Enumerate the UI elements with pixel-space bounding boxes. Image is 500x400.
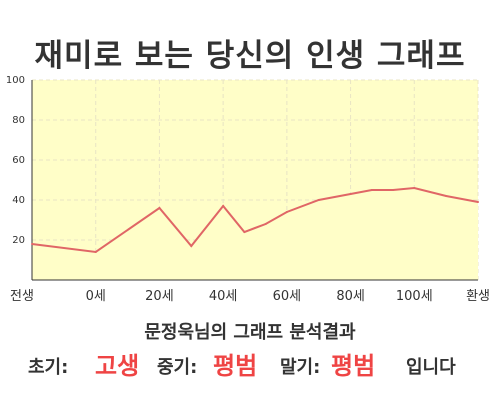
y-tick-label: 60 — [12, 155, 25, 166]
result-suffix: 입니다 — [406, 357, 456, 378]
x-tick-label: 20세 — [145, 289, 174, 304]
data-point — [158, 207, 161, 209]
y-tick-label: 100 — [6, 75, 25, 86]
late-value: 평범 — [331, 352, 376, 380]
early-label: 초기: — [28, 357, 69, 378]
mid-label: 중기: — [157, 357, 198, 378]
data-points — [31, 187, 479, 253]
x-tick-label: 100세 — [396, 289, 433, 304]
mid-value: 평범 — [213, 352, 258, 380]
data-point — [477, 201, 479, 203]
data-point — [285, 211, 288, 213]
data-point — [445, 195, 448, 197]
data-point — [413, 187, 416, 189]
x-tick-label: 0세 — [86, 289, 106, 304]
y-tick-label: 20 — [12, 235, 25, 246]
x-tick-label: 80세 — [336, 289, 365, 304]
life-graph-chart: 20 40 60 80 100 전생 0세 20세 40세 60세 80세 100세 환생 — [6, 75, 490, 304]
data-point — [94, 251, 97, 253]
early-value: 고생 — [95, 352, 140, 380]
data-point — [370, 189, 373, 191]
late-label: 말기: — [280, 357, 321, 378]
x-tick-label: 40세 — [209, 289, 238, 304]
y-tick-label: 80 — [12, 115, 25, 126]
data-point — [317, 199, 320, 201]
y-axis-ticks: 20 40 60 80 100 — [6, 75, 25, 246]
data-point — [31, 243, 33, 245]
data-point — [264, 223, 267, 225]
area-fill — [32, 188, 478, 280]
data-point — [243, 231, 246, 233]
x-tick-label: 환생 — [466, 289, 490, 304]
data-point — [392, 189, 395, 191]
data-point — [222, 205, 225, 207]
x-tick-label: 전생 — [10, 289, 34, 304]
analysis-heading: 문정욱님의 그래프 분석결과 — [144, 322, 356, 343]
x-tick-label: 60세 — [273, 289, 302, 304]
data-point — [349, 193, 352, 195]
data-point — [190, 245, 193, 247]
x-axis-ticks: 전생 0세 20세 40세 60세 80세 100세 환생 — [10, 289, 490, 304]
page-title: 재미로 보는 당신의 인생 그래프 — [34, 38, 466, 74]
y-tick-label: 40 — [12, 195, 25, 206]
analysis-result-line: 초기: 고생 중기: 평범 말기: 평범 입니다 — [0, 346, 500, 380]
